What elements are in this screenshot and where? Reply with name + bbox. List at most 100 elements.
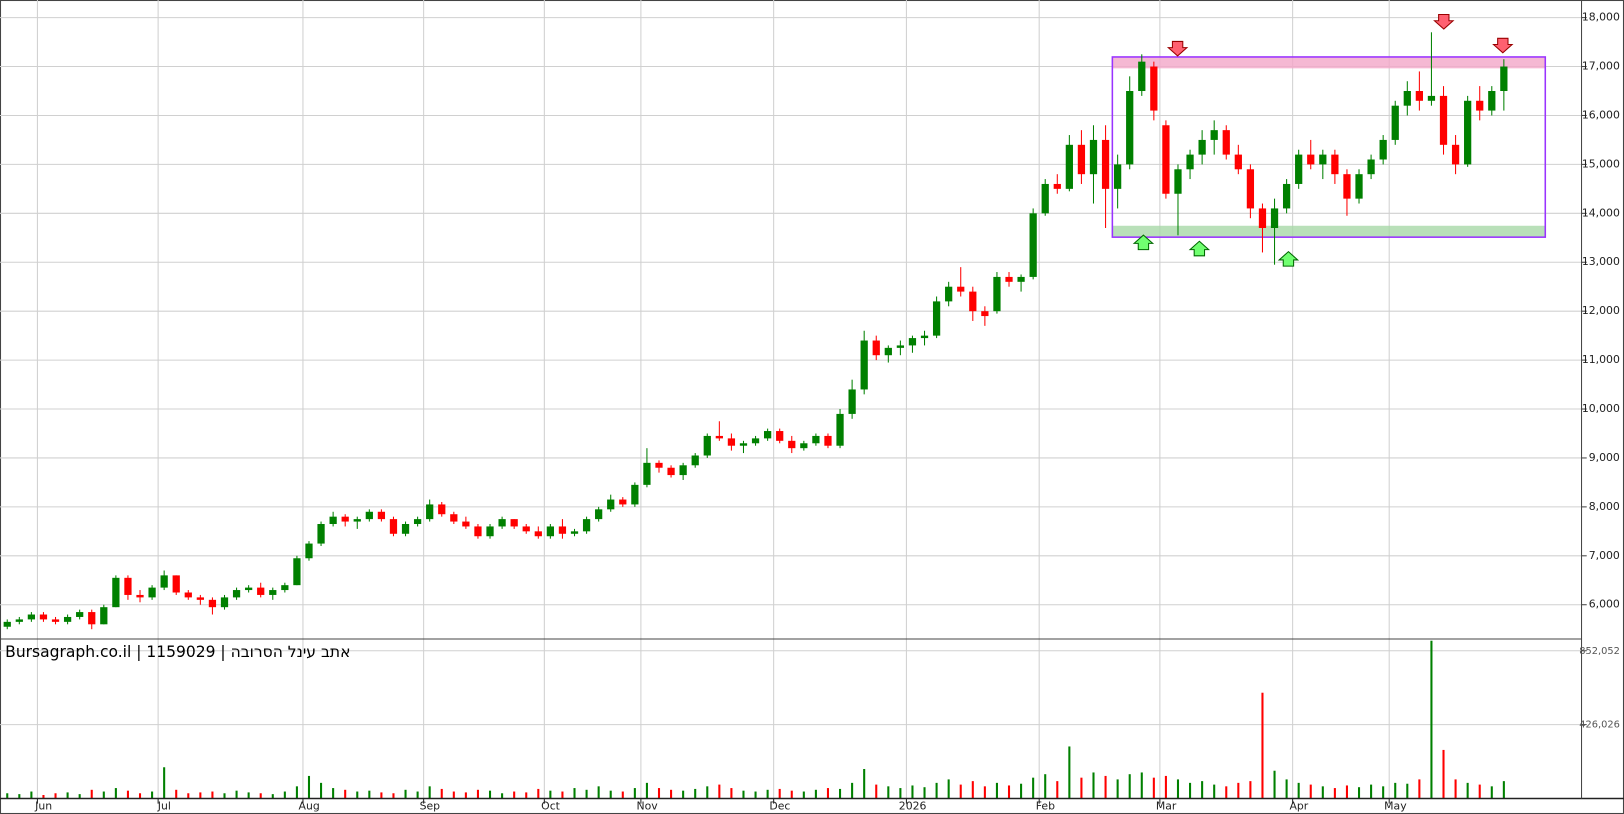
volume-bar [428, 786, 431, 799]
candle-body [1476, 100, 1484, 111]
down-arrow [1166, 40, 1189, 57]
volume-bar [1285, 779, 1288, 799]
volume-bar [307, 775, 311, 799]
volume-bar [1213, 784, 1216, 799]
volume-bar [1092, 772, 1095, 799]
candle-body [908, 338, 917, 346]
candle-body [945, 286, 953, 302]
y-tick-label: 12,000 [1582, 304, 1620, 317]
candle-body [172, 575, 180, 593]
volume-bar [90, 789, 93, 799]
up-arrow [1277, 250, 1300, 267]
candle-body [1343, 174, 1351, 199]
candle-body [15, 619, 23, 622]
candle-body [1005, 276, 1013, 282]
volume-bar [947, 779, 950, 799]
candle-body [196, 597, 204, 600]
candle-body [1222, 130, 1230, 155]
candle-body [1186, 154, 1194, 170]
candle-body [124, 577, 132, 595]
volume-bar [935, 782, 938, 799]
down-arrow [1492, 37, 1514, 54]
volume-bar [983, 786, 986, 799]
volume-bar [114, 788, 117, 799]
volume-bar [778, 788, 781, 799]
y-tick-label: 7,000 [1589, 549, 1620, 562]
volume-bar [344, 789, 347, 799]
candle-body [788, 440, 796, 449]
volume-bar [1345, 785, 1348, 799]
candle-body [751, 438, 760, 444]
volume-bar [923, 787, 926, 799]
x-tick-label: Oct [541, 800, 560, 813]
volume-bar [404, 789, 407, 799]
candle-body [39, 614, 48, 620]
volume-bar [1297, 782, 1300, 799]
volume-bar [1478, 784, 1481, 799]
candle-body [582, 519, 591, 532]
y-tick-label: 18,000 [1582, 11, 1620, 24]
candle-body [1089, 139, 1098, 175]
candle-body [1101, 139, 1110, 189]
candle-body [1174, 169, 1182, 194]
candle-body [474, 526, 482, 537]
candle-body [1427, 95, 1436, 101]
candle-body [824, 435, 832, 446]
volume-bar [187, 793, 190, 799]
x-tick-label: Dec [769, 800, 790, 813]
volume-bar [1490, 786, 1493, 799]
candle-body [1126, 91, 1134, 165]
candle-body [293, 558, 301, 586]
volume-bar [875, 784, 878, 799]
candle-body [896, 345, 905, 348]
volume-bar [561, 791, 564, 799]
volume-bar [271, 794, 274, 799]
candle-body [715, 435, 723, 439]
volume-bar [1128, 774, 1131, 799]
volume-bar [320, 782, 323, 799]
volume-bar [1273, 770, 1276, 799]
candle-body [546, 526, 554, 537]
volume-bar [1201, 781, 1204, 799]
volume-bar [1466, 782, 1469, 799]
volume-bar [1430, 640, 1433, 799]
y-tick-label: 852,052 [1579, 646, 1620, 657]
volume-bar [1249, 781, 1252, 799]
volume-bar [839, 788, 842, 799]
volume-bar [633, 788, 636, 799]
x-tick-label: May [1384, 800, 1407, 813]
volume-bar [1237, 782, 1240, 799]
candle-body [667, 467, 675, 476]
candle-body [836, 413, 844, 446]
x-tick-label: Jun [34, 800, 52, 813]
candle-body [703, 435, 711, 456]
volume-bar [597, 786, 600, 799]
y-tick-label: 9,000 [1589, 451, 1620, 464]
candle-body [848, 389, 856, 414]
x-tick-label: Jul [157, 800, 171, 813]
volume-bar [1454, 779, 1457, 799]
candle-body [1415, 91, 1423, 101]
chart-title: Bursagraph.co.il | 1159029 | הבורסה לניע… [5, 643, 350, 661]
candle-body [148, 587, 156, 598]
volume-bar [537, 788, 540, 799]
candle-body [232, 590, 241, 598]
volume-bar [959, 784, 962, 799]
candle-body [679, 465, 687, 476]
candle-body [220, 597, 229, 608]
candle-body [1029, 213, 1037, 277]
volume-bar [549, 790, 552, 799]
candle-body [1464, 100, 1472, 165]
volume-bar [356, 791, 359, 799]
down-arrow [1433, 13, 1455, 30]
candle-body [957, 286, 965, 292]
volume-bar [645, 782, 648, 799]
annotations [1111, 13, 1547, 267]
volume-bar [1056, 781, 1059, 799]
volume-bar [1309, 784, 1312, 799]
candle-body [655, 462, 663, 468]
volume-bar [1104, 775, 1107, 799]
support-band [1112, 225, 1546, 238]
